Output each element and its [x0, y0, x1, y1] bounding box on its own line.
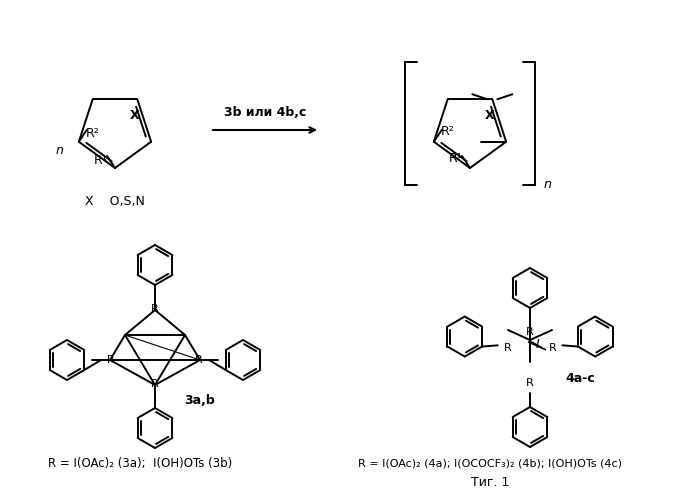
Text: Τиг. 1: Τиг. 1	[471, 476, 509, 488]
Text: 3a,b: 3a,b	[184, 394, 215, 406]
Text: R²: R²	[86, 127, 100, 140]
Text: R²: R²	[441, 125, 455, 138]
Text: R: R	[526, 327, 534, 337]
Text: R: R	[195, 355, 203, 365]
Text: R: R	[504, 343, 511, 353]
Text: X    O,S,N: X O,S,N	[85, 196, 145, 208]
Text: R: R	[151, 304, 159, 314]
Text: R¹: R¹	[94, 154, 108, 166]
Text: R: R	[107, 355, 115, 365]
Text: R = I(OAc)₂ (3a);  I(OH)OTs (3b): R = I(OAc)₂ (3a); I(OH)OTs (3b)	[48, 456, 232, 469]
Text: 3b или 4b,c: 3b или 4b,c	[224, 106, 306, 118]
Text: I: I	[536, 338, 540, 351]
Text: n: n	[56, 144, 64, 156]
Text: X: X	[484, 109, 494, 122]
Text: X: X	[129, 109, 139, 122]
Text: R: R	[549, 343, 557, 353]
Polygon shape	[528, 342, 546, 350]
Text: 4a-c: 4a-c	[565, 372, 595, 384]
Text: R = I(OAc)₂ (4a); I(OCOCF₃)₂ (4b); I(OH)OTs (4c): R = I(OAc)₂ (4a); I(OCOCF₃)₂ (4b); I(OH)…	[358, 458, 622, 468]
Text: R: R	[526, 378, 534, 388]
Text: n: n	[543, 178, 551, 192]
Text: R: R	[151, 379, 159, 389]
Text: R¹: R¹	[449, 152, 463, 164]
